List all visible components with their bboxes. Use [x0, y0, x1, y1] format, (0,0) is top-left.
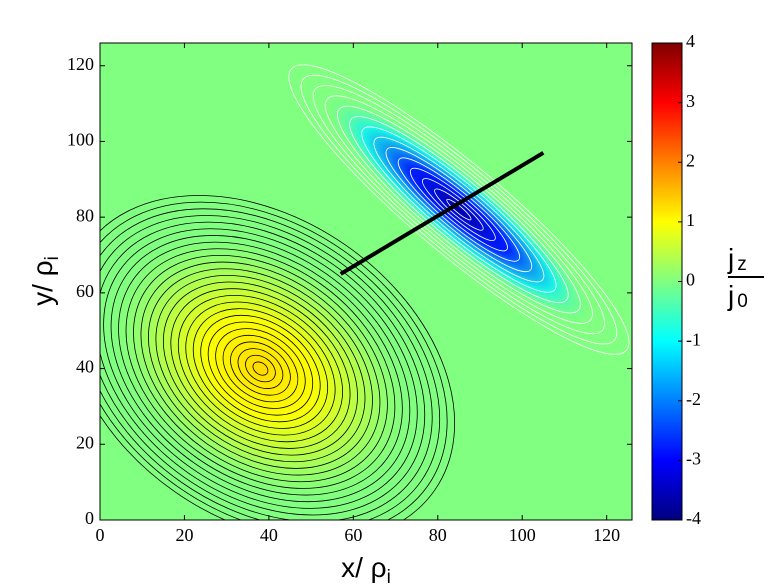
contour-line: [300, 74, 618, 345]
contour-line: [100, 208, 441, 520]
x-tick-label: 120: [593, 525, 620, 545]
y-label-sub: i: [42, 256, 63, 260]
contour-line: [252, 361, 269, 376]
contour-line: [215, 328, 306, 409]
contour-line: [200, 314, 321, 423]
colorbar-tick-label: 1: [686, 210, 695, 230]
contour-line: [349, 116, 569, 304]
contour-line: [222, 334, 299, 403]
x-tick-label: 60: [344, 525, 362, 545]
colorbar-tick-label: 2: [686, 150, 695, 170]
x-axis-label: x/ ρi: [341, 552, 391, 585]
contour-line: [337, 105, 581, 314]
contour-line: [361, 126, 557, 293]
field-peak: [105, 230, 416, 508]
y-tick-label: 60: [76, 281, 94, 301]
colorbar-fill: [651, 42, 683, 521]
x-tick-label: 80: [429, 525, 447, 545]
cut-line: [339, 151, 545, 276]
contour-line: [148, 268, 373, 469]
contour-line: [100, 195, 456, 520]
x-label-sub: i: [387, 567, 391, 585]
contour-line: [312, 85, 606, 335]
x-tick-label: 100: [509, 525, 536, 545]
contour-line: [100, 215, 433, 520]
contour-line: [192, 308, 329, 429]
cbar-den-sub: 0: [737, 291, 748, 312]
y-tick-label: 40: [76, 357, 94, 377]
contour-line: [177, 294, 343, 443]
contour-line: [162, 281, 358, 456]
y-label-text: y/ ρ: [27, 260, 58, 306]
colorbar-tick-label: -2: [686, 389, 701, 409]
y-tick-label: 100: [67, 130, 94, 150]
cbar-num-sub: z: [737, 254, 747, 275]
contour-line: [103, 228, 418, 509]
colorbar-tick-label: 3: [686, 91, 695, 111]
contour-line: [185, 301, 336, 436]
field-peak: [322, 93, 595, 326]
colorbar-tick-label: -3: [686, 449, 701, 469]
contour-line: [245, 354, 276, 383]
contour-line: [324, 95, 593, 324]
contour-line: [100, 221, 426, 516]
colorbar-tick-label: -4: [686, 508, 701, 528]
plot-frame: [99, 42, 633, 521]
contour-line: [110, 235, 411, 503]
contour-line: [125, 248, 396, 489]
contour-line: [118, 241, 403, 496]
contour-line: [288, 64, 630, 355]
contour-line: [155, 274, 366, 463]
x-label-text: x/ ρ: [341, 552, 387, 583]
x-tick-label: 40: [260, 525, 278, 545]
contour-line: [237, 348, 284, 389]
cbar-num-text: j: [727, 243, 734, 274]
contour-line: [100, 201, 448, 520]
contour-line: [207, 321, 314, 416]
y-axis-label: y/ ρi: [27, 256, 63, 306]
contour-line: [140, 261, 381, 476]
x-tick-label: 0: [96, 525, 105, 545]
contour-line: [422, 178, 496, 241]
contour-line: [230, 341, 291, 396]
y-tick-label: 120: [67, 54, 94, 74]
contour-line: [446, 198, 472, 221]
contour-line: [170, 288, 351, 449]
x-tick-label: 20: [175, 525, 193, 545]
colorbar-tick-label: 4: [686, 31, 695, 51]
y-tick-label: 20: [76, 432, 94, 452]
contour-line: [434, 188, 484, 231]
colorbar-tick-label: -1: [686, 329, 701, 349]
contour-line: [133, 255, 388, 483]
plot-area: [100, 43, 632, 520]
cbar-den-text: j: [727, 280, 734, 311]
y-tick-label: 80: [76, 205, 94, 225]
y-tick-label: 0: [85, 508, 94, 528]
colorbar-tick-label: 0: [686, 270, 695, 290]
colorbar: -4 -3 -2 -1 0 1 2 3 4: [651, 31, 701, 528]
